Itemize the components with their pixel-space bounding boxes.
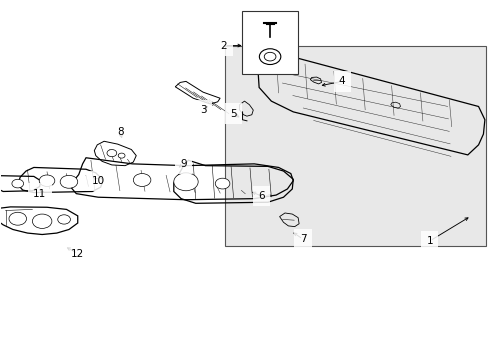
Text: 6: 6 bbox=[258, 191, 264, 201]
Bar bbox=[224, 45, 485, 246]
Text: 1: 1 bbox=[426, 236, 432, 246]
Circle shape bbox=[173, 173, 198, 191]
Circle shape bbox=[60, 175, 78, 188]
Text: 9: 9 bbox=[180, 159, 186, 169]
Bar bbox=[242, 12, 298, 74]
Circle shape bbox=[264, 52, 275, 61]
Text: 5: 5 bbox=[230, 109, 237, 119]
Text: 7: 7 bbox=[299, 234, 305, 244]
Circle shape bbox=[9, 212, 26, 225]
Text: 8: 8 bbox=[117, 127, 123, 136]
Circle shape bbox=[107, 149, 117, 157]
Circle shape bbox=[12, 179, 23, 188]
Circle shape bbox=[32, 214, 52, 228]
Text: 4: 4 bbox=[338, 76, 345, 86]
Text: 11: 11 bbox=[33, 189, 46, 199]
Circle shape bbox=[133, 174, 151, 186]
Text: 2: 2 bbox=[220, 41, 227, 50]
Text: 10: 10 bbox=[91, 176, 104, 186]
Text: 12: 12 bbox=[71, 248, 84, 258]
Circle shape bbox=[259, 49, 280, 64]
Circle shape bbox=[118, 153, 125, 158]
Text: 3: 3 bbox=[199, 105, 206, 115]
Circle shape bbox=[215, 178, 229, 189]
Circle shape bbox=[39, 175, 55, 186]
Circle shape bbox=[58, 215, 70, 224]
